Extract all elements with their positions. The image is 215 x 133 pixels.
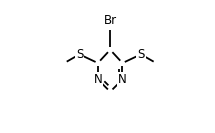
Text: Br: Br (104, 14, 117, 27)
Text: S: S (76, 48, 83, 61)
Text: N: N (94, 73, 102, 86)
Text: N: N (118, 73, 127, 86)
Text: S: S (137, 48, 145, 61)
